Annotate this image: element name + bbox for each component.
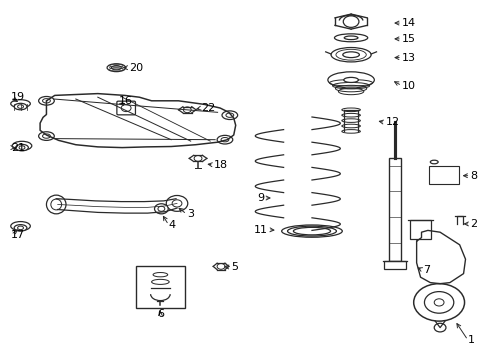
- Ellipse shape: [14, 103, 27, 110]
- Bar: [384, 261, 405, 269]
- Text: 8: 8: [469, 171, 477, 181]
- Text: 5: 5: [230, 262, 237, 272]
- Ellipse shape: [330, 48, 370, 62]
- Ellipse shape: [343, 77, 358, 82]
- Ellipse shape: [334, 34, 367, 42]
- Ellipse shape: [12, 141, 32, 150]
- Bar: [136, 266, 184, 308]
- Text: 15: 15: [401, 34, 415, 44]
- Circle shape: [433, 299, 443, 306]
- Ellipse shape: [342, 52, 359, 58]
- Ellipse shape: [11, 100, 30, 108]
- Circle shape: [166, 195, 187, 211]
- Text: 22: 22: [201, 103, 215, 113]
- Text: 4: 4: [168, 220, 176, 230]
- Text: 6: 6: [157, 309, 163, 319]
- Text: 9: 9: [256, 193, 264, 203]
- Text: 12: 12: [385, 117, 399, 127]
- Text: 1: 1: [467, 335, 474, 345]
- Ellipse shape: [222, 111, 237, 120]
- Text: 17: 17: [11, 230, 25, 240]
- Bar: [409, 220, 430, 239]
- Ellipse shape: [39, 96, 54, 105]
- Text: 10: 10: [401, 81, 415, 91]
- Ellipse shape: [107, 64, 125, 72]
- Circle shape: [154, 204, 168, 214]
- Text: 21: 21: [11, 143, 25, 153]
- Text: 14: 14: [401, 18, 415, 28]
- Ellipse shape: [344, 36, 357, 40]
- Ellipse shape: [14, 225, 27, 231]
- Ellipse shape: [39, 132, 54, 140]
- Text: 7: 7: [422, 265, 429, 275]
- Text: 16: 16: [119, 96, 133, 106]
- Text: 19: 19: [11, 92, 25, 102]
- FancyBboxPatch shape: [117, 101, 135, 115]
- Ellipse shape: [11, 222, 30, 231]
- Text: 2: 2: [469, 219, 477, 229]
- Bar: [428, 166, 458, 184]
- Circle shape: [424, 292, 453, 313]
- Text: 3: 3: [186, 209, 193, 219]
- Ellipse shape: [46, 195, 66, 214]
- Ellipse shape: [217, 135, 232, 144]
- Text: 20: 20: [129, 63, 143, 73]
- Text: 13: 13: [401, 53, 415, 63]
- Bar: [388, 158, 400, 261]
- Text: 18: 18: [213, 160, 227, 170]
- Ellipse shape: [16, 144, 28, 151]
- Circle shape: [413, 284, 464, 321]
- Text: 11: 11: [253, 225, 267, 235]
- Ellipse shape: [327, 72, 374, 88]
